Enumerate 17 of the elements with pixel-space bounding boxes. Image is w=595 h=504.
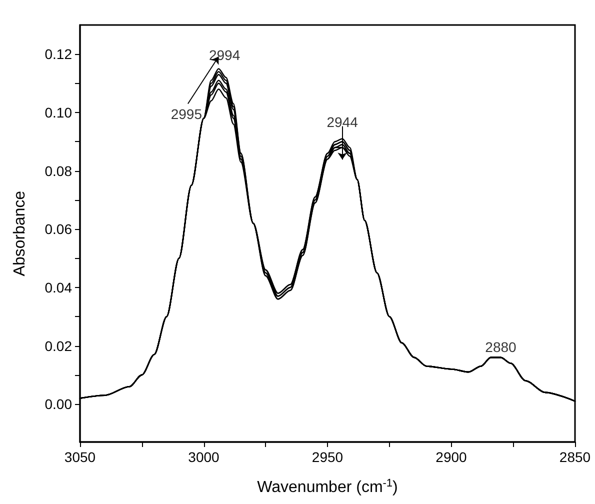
x-tick-label: 2900 bbox=[436, 449, 468, 465]
annotation: 2994 bbox=[208, 46, 240, 63]
x-tick-label: 3050 bbox=[64, 449, 96, 465]
y-tick-label: 0.02 bbox=[44, 338, 72, 354]
y-tick-label: 0.12 bbox=[44, 46, 72, 62]
x-tick-label: 2850 bbox=[559, 449, 591, 465]
annotation: 2995 bbox=[170, 106, 202, 122]
y-axis-title: Absorbance bbox=[12, 190, 28, 276]
annotation: 2944 bbox=[326, 114, 358, 130]
y-tick-label: 0.08 bbox=[44, 162, 72, 179]
y-tick-label: 0.06 bbox=[44, 221, 72, 238]
y-tick-label: 0.10 bbox=[44, 104, 72, 120]
y-tick-label: 0.04 bbox=[44, 279, 72, 296]
y-tick-label: 0.00 bbox=[44, 396, 72, 412]
x-tick-label: 2950 bbox=[312, 449, 344, 465]
x-tick-label: 3000 bbox=[188, 449, 220, 465]
annotation: 2880 bbox=[485, 339, 517, 356]
